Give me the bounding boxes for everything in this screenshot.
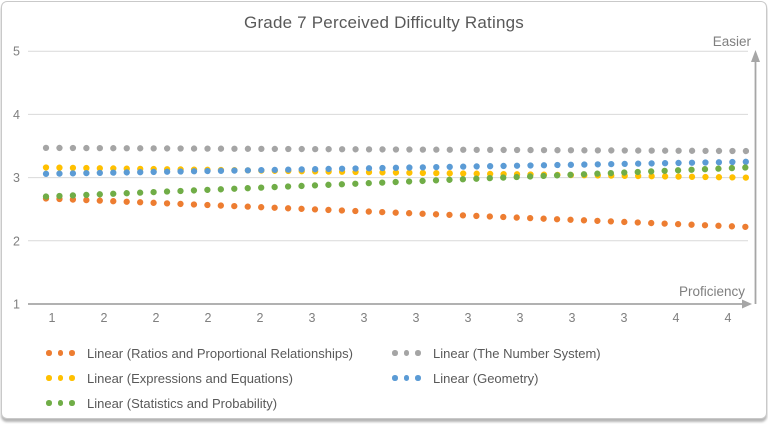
x-tick-label: 3 — [569, 311, 576, 325]
legend-label: Linear (Geometry) — [433, 370, 539, 386]
chart-title: Grade 7 Perceived Difficulty Ratings — [244, 13, 524, 32]
trendline-2 — [42, 164, 750, 181]
x-axis-caption: Proficiency — [679, 284, 745, 299]
x-axis-arrow-icon — [742, 299, 752, 309]
legend-marker-dots — [46, 375, 87, 381]
y-tick-label: 1 — [13, 298, 20, 312]
x-tick-label: 2 — [257, 311, 264, 325]
y-tick-label: 2 — [13, 234, 20, 248]
trendline-3 — [42, 158, 750, 177]
x-tick-label: 2 — [205, 311, 212, 325]
x-tick-label: 3 — [517, 311, 524, 325]
legend-marker-dots — [46, 400, 87, 406]
legend-label: Linear (Expressions and Equations) — [87, 370, 293, 386]
x-tick-label: 2 — [153, 311, 160, 325]
x-tick-label: 3 — [309, 311, 316, 325]
x-tick-label: 3 — [361, 311, 368, 325]
x-tick-label: 3 — [621, 311, 628, 325]
legend-marker-dots — [392, 350, 433, 356]
y-axis-arrow-icon — [751, 50, 760, 62]
trendline-0 — [42, 195, 750, 231]
y-axis-caption: Easier — [713, 34, 752, 49]
legend-item-ratios-proportional: Linear (Ratios and Proportional Relation… — [46, 344, 353, 362]
trendline-4 — [42, 164, 750, 200]
x-tick-label: 4 — [673, 311, 680, 325]
x-tick-label: 3 — [413, 311, 420, 325]
x-tick-label: 1 — [49, 311, 56, 325]
x-tick-label: 4 — [725, 311, 732, 325]
x-tick-label: 2 — [101, 311, 108, 325]
x-tick-label: 3 — [465, 311, 472, 325]
y-tick-label: 4 — [13, 108, 20, 122]
y-tick-label: 3 — [13, 171, 20, 185]
legend-marker-dots — [392, 375, 433, 381]
legend-item-statistics-probability: Linear (Statistics and Probability) — [46, 394, 277, 412]
legend-label: Linear (Statistics and Probability) — [87, 395, 278, 411]
legend-label: Linear (Ratios and Proportional Relation… — [87, 345, 353, 361]
legend-item-expressions-equations: Linear (Expressions and Equations) — [46, 369, 293, 387]
legend-item-number-system: Linear (The Number System) — [392, 344, 601, 362]
legend-item-geometry: Linear (Geometry) — [392, 369, 538, 387]
trendline-1 — [42, 144, 750, 155]
y-tick-label: 5 — [13, 45, 20, 59]
legend-marker-dots — [46, 350, 87, 356]
legend-label: Linear (The Number System) — [433, 345, 601, 361]
